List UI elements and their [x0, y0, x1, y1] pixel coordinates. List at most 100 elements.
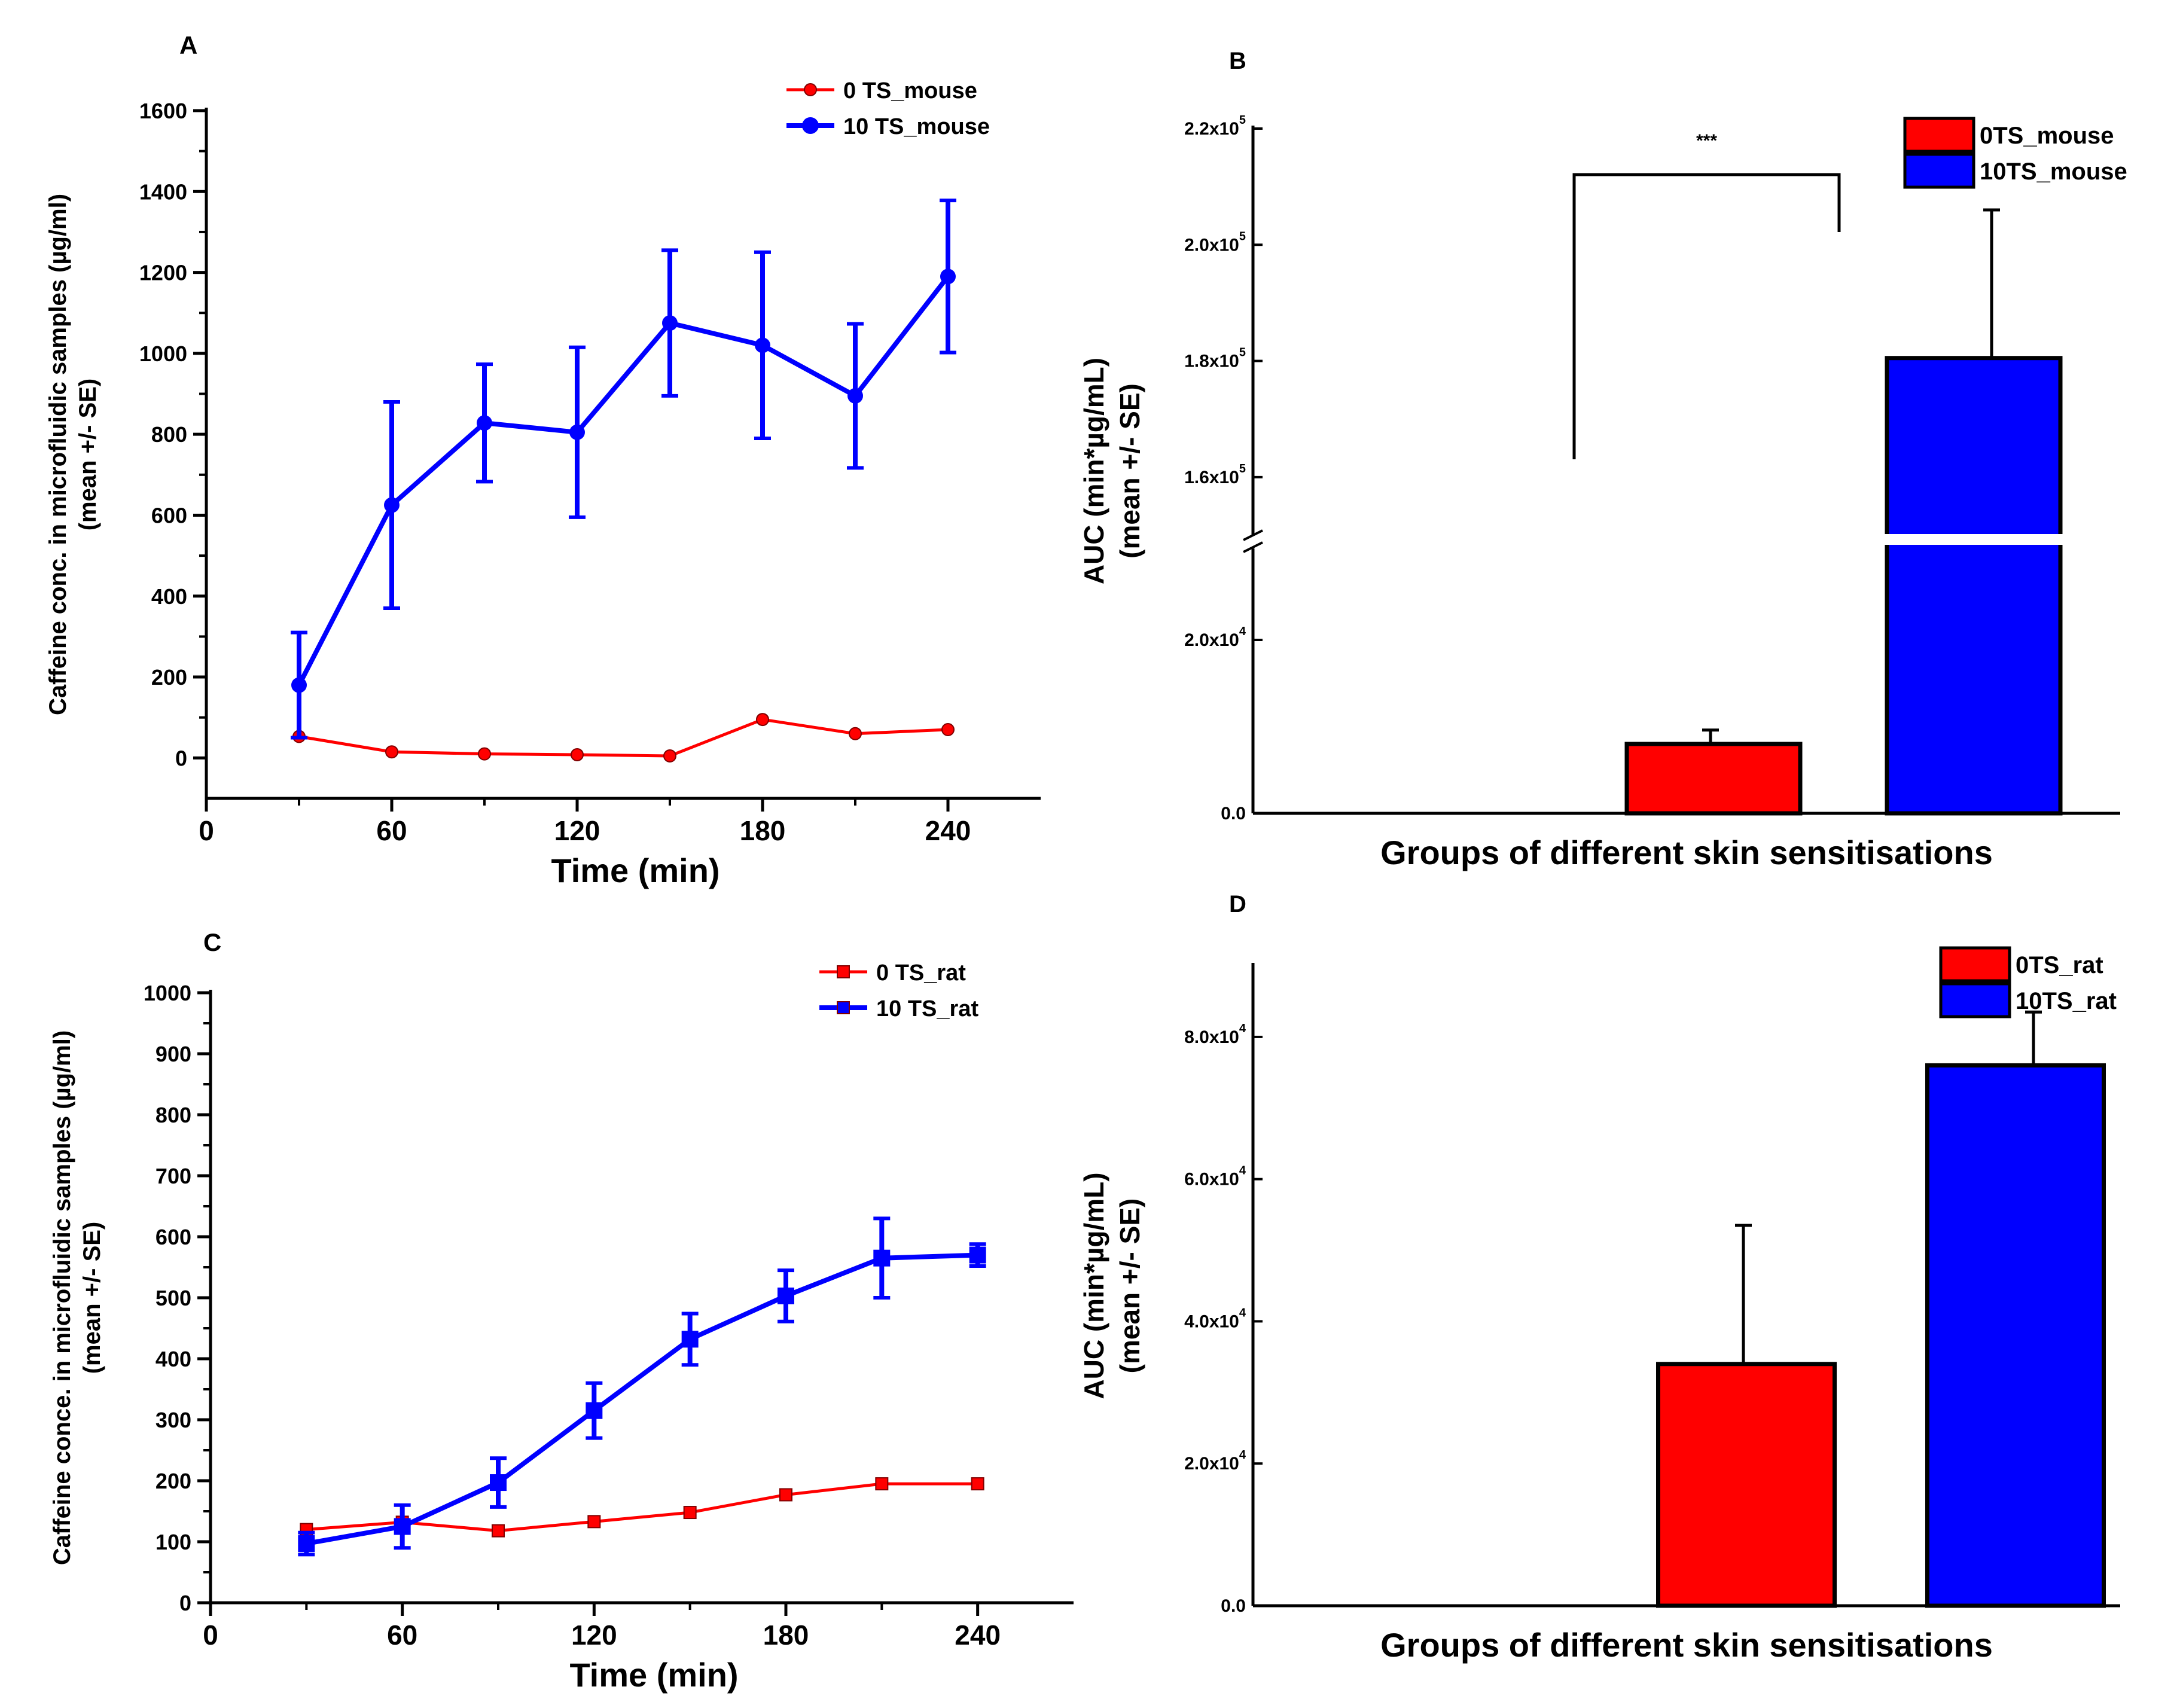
y-tick-label: 0: [175, 746, 187, 770]
data-point: [969, 1246, 986, 1264]
legend-marker: [837, 1001, 850, 1014]
y-tick-label: 0.0: [1221, 804, 1246, 824]
data-point: [971, 1477, 984, 1491]
x-tick-label: 0: [203, 1619, 218, 1651]
data-point: [683, 1506, 697, 1520]
y-tick-label: 2.0x104: [1184, 1448, 1246, 1474]
y-axis-label: AUC (min*µg/mL): [1078, 1172, 1109, 1399]
bar-10TS_mouse: [1885, 356, 2063, 816]
legend-label: 0TS_rat: [2016, 952, 2103, 978]
y-axis-label: Caffeine conce. in microfluidic samples …: [49, 1030, 75, 1565]
panel-label: C: [203, 928, 221, 956]
significance-bracket: [1572, 173, 1841, 459]
y-tick-label: 1.6x105: [1184, 462, 1246, 487]
y-tick-label: 0: [179, 1591, 191, 1615]
bar-0TS_rat: [1656, 1362, 1837, 1608]
y-tick-label: 1200: [139, 261, 187, 285]
series-0 TS_mouse: [292, 713, 955, 762]
y-tick-label: 1000: [139, 341, 187, 366]
legend-marker: [837, 965, 850, 978]
y-tick-label: 400: [156, 1347, 191, 1371]
legend-label: 10 TS_rat: [876, 996, 978, 1021]
data-point: [394, 1518, 411, 1535]
data-point: [569, 424, 585, 440]
y-tick-label: 400: [151, 584, 187, 609]
data-point: [663, 749, 676, 762]
bar-10TS_rat: [1925, 1063, 2106, 1608]
axis-break-mark: [1243, 541, 1263, 553]
legend-swatch: [1903, 152, 1975, 189]
y-tick-label: 0.0: [1221, 1596, 1246, 1616]
y-axis-label-secondary: (mean +/- SE): [1114, 383, 1145, 559]
legend-swatch: [1903, 117, 1975, 153]
series-10 TS_rat: [298, 1216, 986, 1557]
x-tick-label: 180: [763, 1619, 809, 1651]
y-tick-label: 1.8x105: [1184, 346, 1246, 371]
x-tick-label: 120: [571, 1619, 617, 1651]
data-point: [756, 713, 769, 727]
x-axis-label: Time (min): [569, 1656, 738, 1694]
y-tick-label: 500: [156, 1286, 191, 1310]
x-tick-label: 60: [387, 1619, 417, 1651]
legend-label: 10 TS_mouse: [843, 114, 990, 139]
y-axis-label-secondary: (mean +/- SE): [1114, 1198, 1145, 1374]
y-tick-label: 1600: [139, 99, 187, 123]
y-tick-label: 700: [156, 1164, 191, 1188]
legend-marker: [804, 83, 817, 96]
y-tick-label: 4.0x104: [1184, 1306, 1246, 1331]
legend-label: 0 TS_rat: [876, 960, 966, 986]
y-tick-label: 300: [156, 1408, 191, 1432]
x-axis-label: Time (min): [551, 852, 719, 889]
y-axis-label: AUC (min*µg/mL): [1078, 358, 1109, 584]
data-point: [384, 497, 400, 513]
x-tick-label: 120: [554, 815, 600, 846]
data-point: [478, 747, 491, 761]
y-tick-label: 1000: [144, 981, 191, 1005]
bar-break-gap: [1883, 534, 2064, 545]
legend-label: 0TS_mouse: [1980, 123, 2114, 149]
y-tick-label: 2.0x104: [1184, 625, 1246, 650]
data-point: [385, 745, 398, 759]
data-point: [849, 727, 862, 740]
data-point: [875, 1477, 889, 1491]
x-tick-label: 60: [376, 815, 407, 846]
axis-break-mark: [1243, 529, 1263, 541]
x-axis-label: Groups of different skin sensitisations: [1380, 1626, 1993, 1664]
y-tick-label: 8.0x104: [1184, 1022, 1246, 1047]
legend-label: 10TS_mouse: [1980, 158, 2127, 185]
data-point: [941, 723, 955, 736]
y-axis-label-secondary: (mean +/- SE): [75, 379, 101, 531]
x-tick-label: 240: [955, 1619, 1001, 1651]
data-point: [778, 1287, 794, 1304]
x-tick-label: 0: [199, 815, 214, 846]
series-line: [297, 274, 950, 687]
data-point: [662, 315, 678, 331]
data-point: [586, 1402, 603, 1419]
y-tick-label: 6.0x104: [1184, 1164, 1246, 1190]
legend-swatch: [1939, 946, 2011, 983]
panel-label: A: [179, 31, 197, 59]
y-tick-label: 600: [151, 503, 187, 527]
y-tick-label: 900: [156, 1042, 191, 1066]
data-point: [477, 415, 492, 431]
x-tick-label: 240: [925, 815, 971, 846]
data-point: [490, 1474, 507, 1492]
data-point: [298, 1535, 315, 1553]
legend-label: 10TS_rat: [2016, 988, 2117, 1014]
y-tick-label: 800: [151, 422, 187, 447]
panel-label: B: [1229, 48, 1246, 74]
y-tick-label: 600: [156, 1225, 191, 1249]
data-point: [755, 337, 770, 353]
data-point: [940, 269, 956, 285]
data-point: [681, 1331, 699, 1348]
bar-0TS_mouse: [1624, 742, 1803, 816]
x-axis-label: Groups of different skin sensitisations: [1380, 834, 1993, 871]
y-tick-label: 200: [151, 665, 187, 690]
y-tick-label: 100: [156, 1530, 191, 1554]
y-tick-label: 1400: [139, 179, 187, 204]
y-tick-label: 200: [156, 1469, 191, 1493]
y-tick-label: 2.0x105: [1184, 230, 1246, 255]
legend-label: 0 TS_mouse: [843, 78, 977, 103]
x-tick-label: 180: [740, 815, 786, 846]
